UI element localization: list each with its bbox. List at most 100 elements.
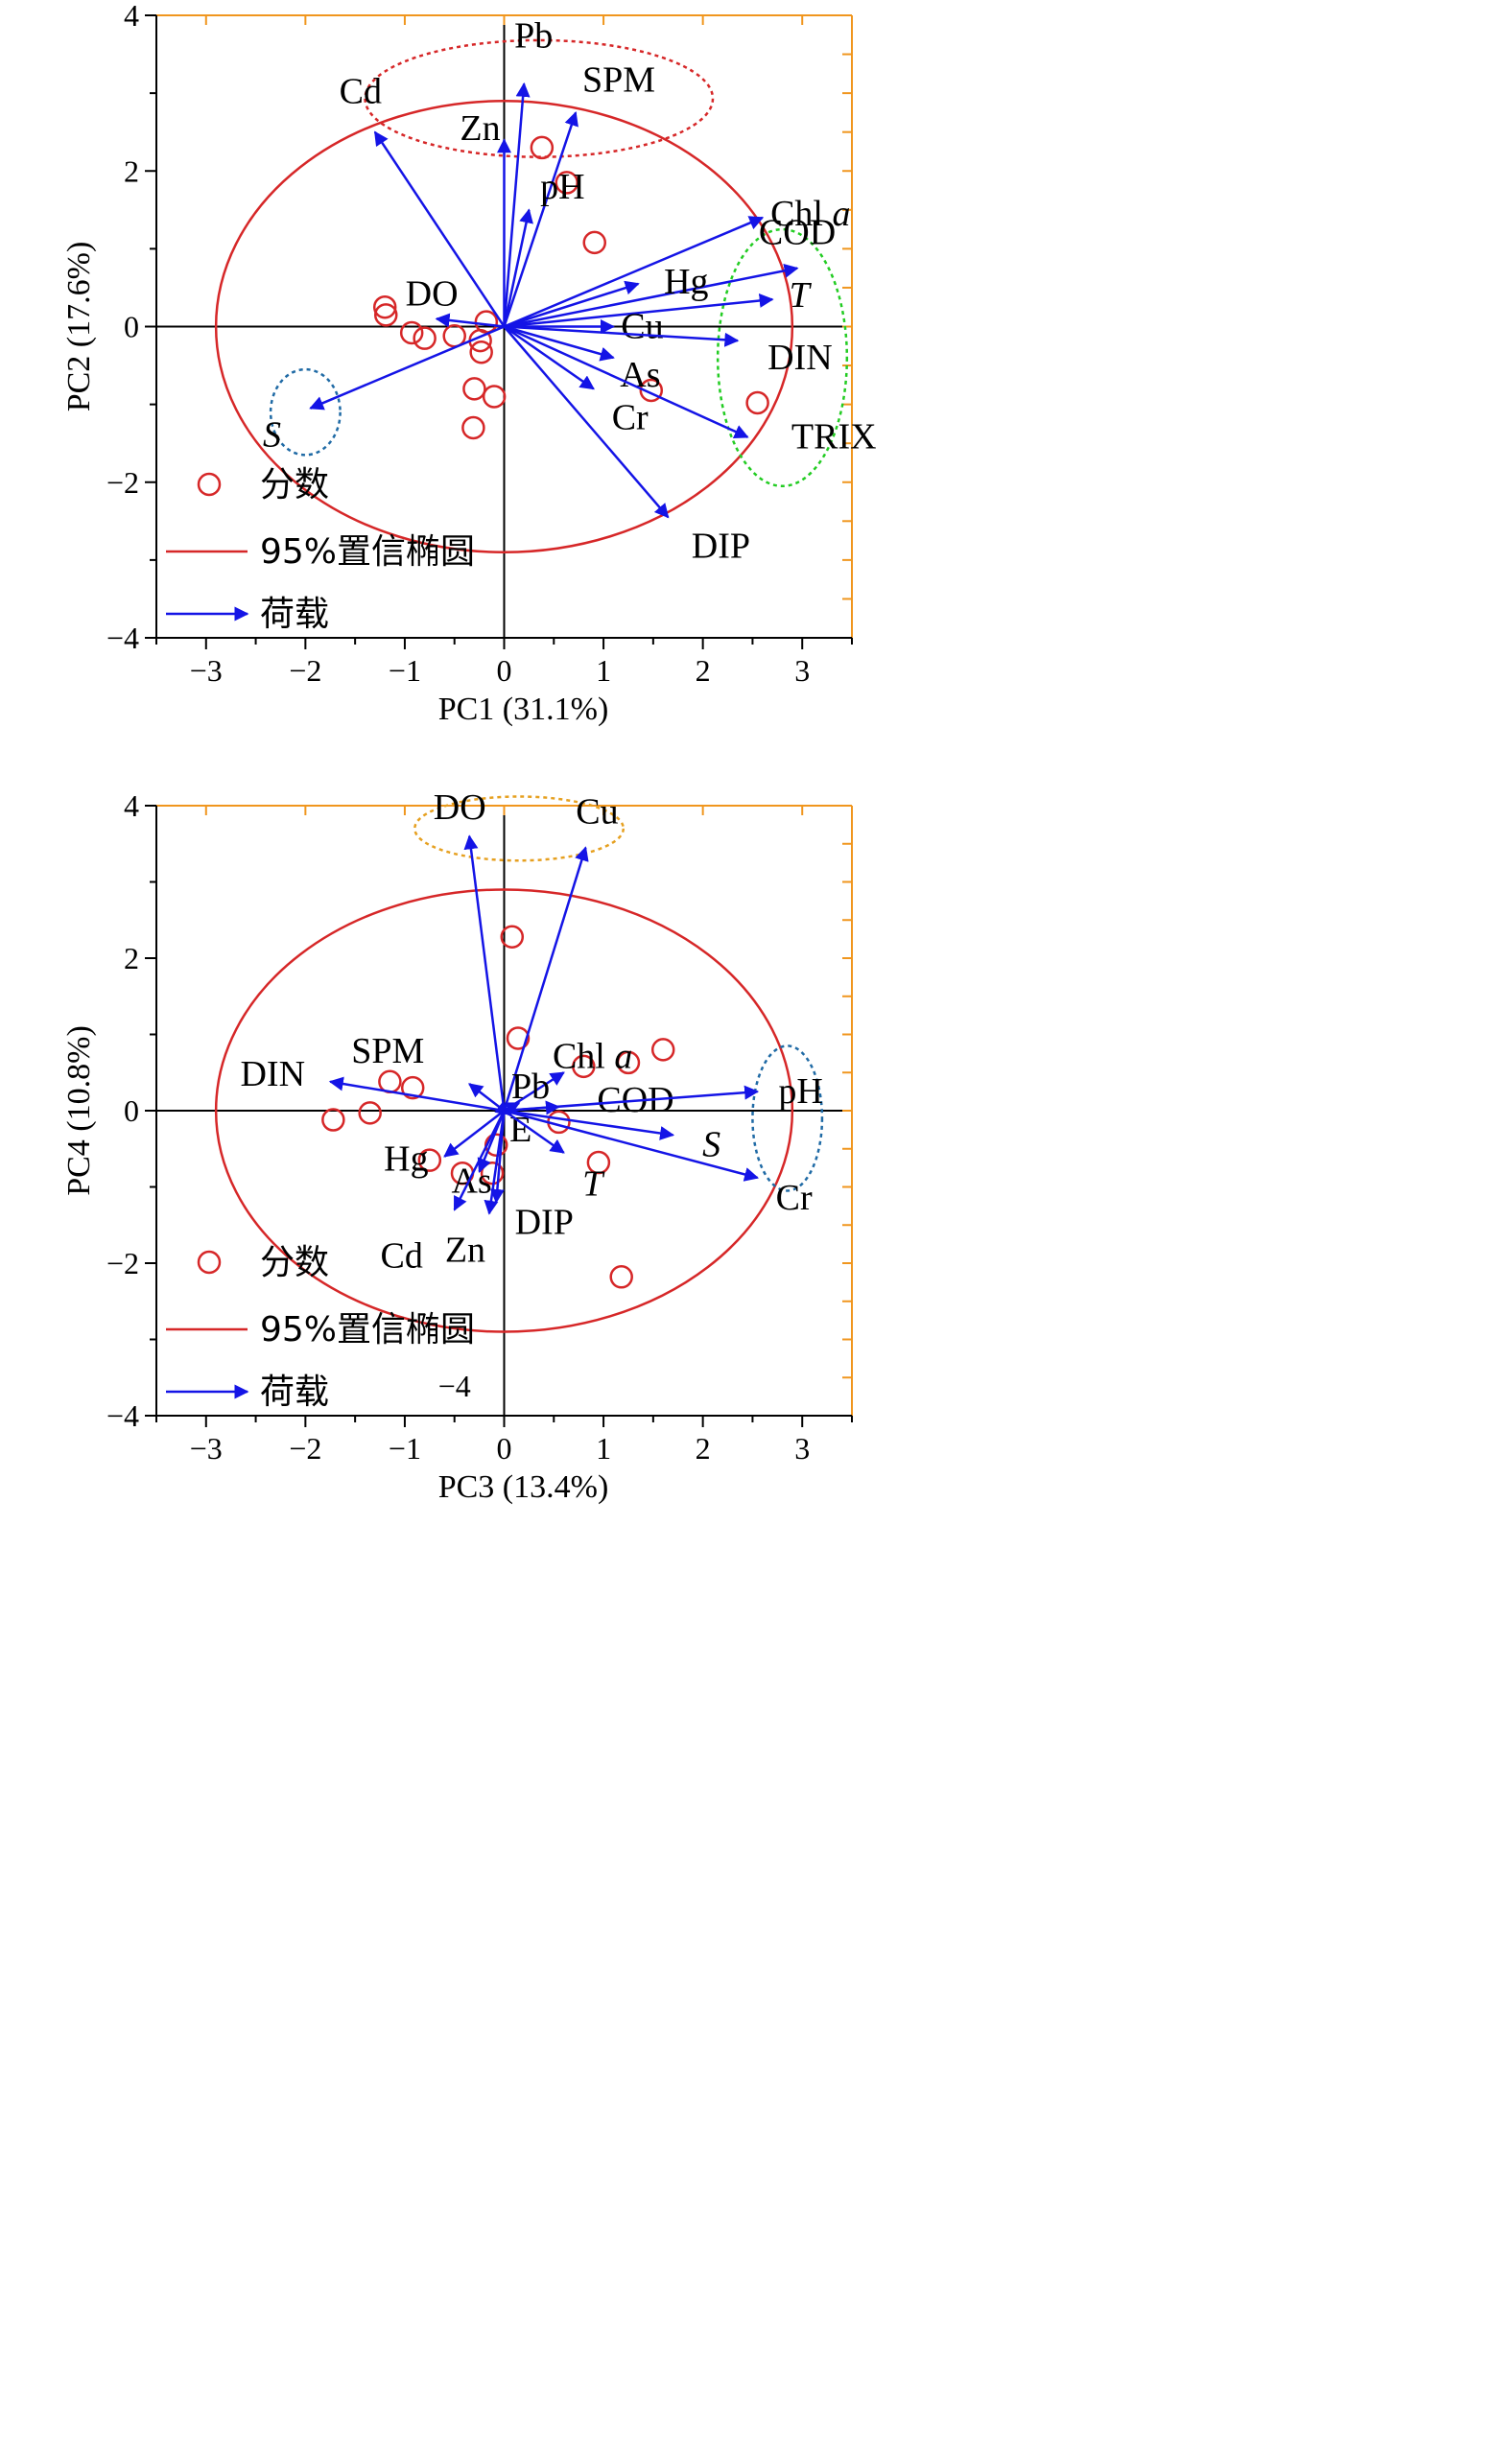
loading-label-pb: Pb (511, 1067, 550, 1107)
y-axis-title: PC4 (10.8%) (61, 1025, 97, 1196)
score-point (400, 1075, 425, 1100)
loading-arrow-cd (373, 130, 506, 328)
score-point (586, 1150, 611, 1175)
score-point (413, 326, 437, 350)
score-point (482, 385, 507, 409)
loading-arrow-trix (503, 325, 749, 438)
x-tick-label: 3 (794, 1431, 810, 1466)
loading-arrow-cd (453, 1110, 506, 1211)
loading-label-s: S (263, 415, 281, 456)
legend-score-label: 分数 (260, 465, 329, 505)
loading-arrow-do (435, 313, 505, 328)
loading-label-spm: SPM (351, 1031, 424, 1071)
score-point (530, 135, 555, 160)
loading-label-t: T (582, 1164, 605, 1205)
loading-arrow-ph (504, 1085, 760, 1113)
loading-label-cr: Cr (612, 397, 649, 437)
legend-loading-label: 荷载 (260, 595, 329, 634)
loading-arrow-spm (503, 110, 578, 327)
loading-label-trix: TRIX (791, 417, 877, 458)
loading-arrow-dip (489, 1110, 506, 1204)
score-point (321, 1108, 345, 1132)
x-tick-label: −1 (389, 1431, 421, 1466)
loading-label-hg: Hg (384, 1139, 428, 1180)
score-point (616, 1050, 641, 1075)
x-axis-title: PC1 (31.1%) (438, 692, 609, 727)
loading-label-ph: pH (778, 1071, 822, 1112)
y-tick-label: 4 (124, 0, 139, 33)
x-tick-label: −3 (190, 653, 223, 688)
score-point (609, 1265, 633, 1289)
y-tick-label: −4 (106, 621, 139, 655)
x-tick-label: 3 (794, 653, 810, 688)
loading-arrow-hg (504, 280, 640, 328)
loading-label-do: DO (406, 273, 459, 314)
loading-label-zn: Zn (460, 108, 500, 149)
loading-arrow-chl-a (504, 216, 765, 328)
loading-label-spm: SPM (582, 59, 655, 100)
loading-arrow-as (504, 325, 615, 362)
score-point (555, 171, 578, 195)
y-tick-label: −2 (106, 1246, 139, 1280)
y-axis-title: PC2 (17.6%) (61, 242, 97, 412)
score-point (462, 377, 486, 401)
y-tick-label: 2 (124, 941, 139, 975)
loading-label-cu: Cu (576, 792, 618, 833)
y-tick-label: 4 (124, 788, 139, 823)
x-tick-label: 0 (497, 653, 512, 688)
loading-arrow-hg (443, 1110, 506, 1158)
legend-ellipse-label: 95%置信椭圆 (260, 532, 475, 572)
score-point (480, 1161, 505, 1185)
loading-label-dip: DIP (692, 526, 750, 566)
x-tick-label: 0 (497, 1431, 512, 1466)
y-tick-label: 0 (124, 1093, 139, 1128)
loading-label-cr: Cr (776, 1178, 813, 1218)
y-tick-label: 0 (124, 310, 139, 344)
score-point (650, 1038, 675, 1062)
score-point (374, 303, 398, 327)
group-ellipse-blue (269, 367, 342, 457)
score-point (500, 925, 525, 949)
group-ellipse-blue (751, 1044, 824, 1192)
loading-label-hg: Hg (664, 262, 708, 302)
chart-1: −3 −2 −1 0 1 2 3 −4 −2 0 2 4 PC1 (31.1%) PC2 (17.6%) P… (61, 0, 877, 727)
loading-label-chl-a: Chl a (770, 194, 850, 234)
y-tick-label: −2 (106, 465, 139, 500)
loading-label-dip: DIP (515, 1202, 574, 1242)
x-tick-label: 2 (696, 1431, 711, 1466)
loading-arrow-dip (503, 325, 670, 519)
x-tick-label: 1 (596, 1431, 611, 1466)
confidence-ellipse (214, 99, 794, 554)
x-tick-label: −3 (190, 1431, 223, 1466)
score-point (399, 320, 424, 345)
score-point (461, 415, 485, 440)
group-ellipse-red (364, 38, 715, 158)
x-tick-label: −2 (289, 653, 321, 688)
score-point (469, 340, 493, 364)
x-tick-label: −1 (389, 653, 421, 688)
legend-score-label: 分数 (260, 1243, 329, 1282)
loading-label-pb: Pb (514, 15, 553, 56)
loading-label-ph: pH (540, 167, 584, 207)
score-point (572, 1054, 596, 1079)
score-point (358, 1101, 382, 1125)
legend-ellipse-label: 95%置信椭圆 (260, 1310, 475, 1349)
x-tick-label: 1 (596, 653, 611, 688)
group-ellipse-orange (413, 795, 626, 862)
score-point (378, 1069, 402, 1094)
loading-arrow-s (309, 325, 505, 411)
loading-arrow-cu (503, 846, 589, 1112)
x-axis-title: PC3 (13.4%) (438, 1469, 609, 1505)
loading-arrow-pb (503, 82, 531, 327)
loading-label-chl-a: Chl a (553, 1036, 632, 1076)
loading-label-cd: Cd (340, 72, 382, 112)
loading-arrow-do (463, 834, 506, 1112)
x-tick-label: −2 (289, 1431, 321, 1466)
loading-label-cu: Cu (621, 307, 663, 347)
legend-score-symbol (197, 1250, 222, 1275)
loading-label-cod: COD (759, 213, 836, 253)
score-point (506, 1026, 531, 1050)
